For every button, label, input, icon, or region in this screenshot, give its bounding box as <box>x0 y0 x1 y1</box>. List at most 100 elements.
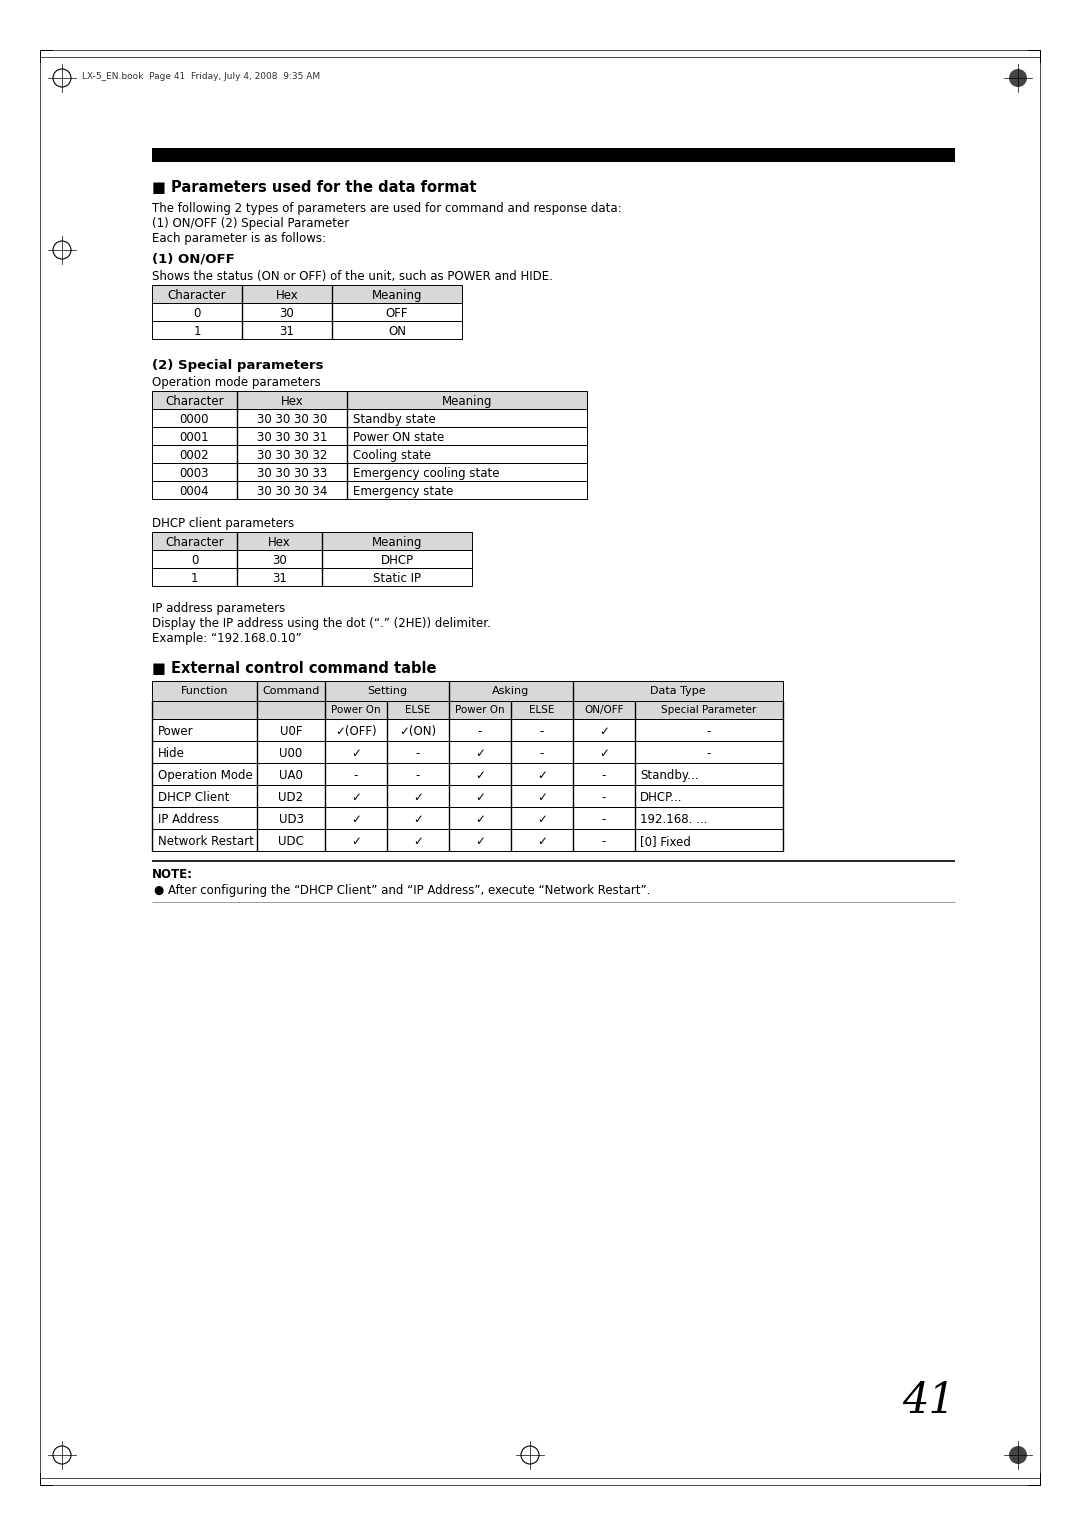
Text: 0000: 0000 <box>179 413 210 426</box>
Text: ✓: ✓ <box>537 769 546 782</box>
Text: Character: Character <box>167 289 227 303</box>
Text: ✓: ✓ <box>475 792 485 804</box>
Text: Power On: Power On <box>332 704 381 715</box>
Text: Emergency state: Emergency state <box>353 484 454 498</box>
Bar <box>152 830 783 851</box>
Text: ■ External control command table: ■ External control command table <box>152 662 436 675</box>
Text: UA0: UA0 <box>279 769 302 782</box>
Text: Power On: Power On <box>455 704 504 715</box>
Bar <box>152 321 462 339</box>
Text: 30 30 30 32: 30 30 30 32 <box>257 449 327 461</box>
Text: Hex: Hex <box>281 396 303 408</box>
Text: Meaning: Meaning <box>442 396 492 408</box>
Text: 0: 0 <box>191 555 199 567</box>
Bar <box>152 532 472 550</box>
Bar <box>152 481 588 500</box>
Text: ✓: ✓ <box>537 834 546 848</box>
Text: DHCP client parameters: DHCP client parameters <box>152 516 294 530</box>
Text: IP address parameters: IP address parameters <box>152 602 285 614</box>
Text: ON: ON <box>388 325 406 338</box>
Bar <box>152 303 462 321</box>
Circle shape <box>1009 1445 1027 1464</box>
Text: Function: Function <box>180 686 228 695</box>
Text: Standby state: Standby state <box>353 413 435 426</box>
Text: -: - <box>540 747 544 759</box>
Text: ✓: ✓ <box>475 813 485 827</box>
Text: Character: Character <box>165 536 224 549</box>
Text: -: - <box>706 747 712 759</box>
Text: ✓: ✓ <box>475 834 485 848</box>
Bar <box>152 426 588 445</box>
Bar <box>152 681 783 701</box>
Text: ✓(ON): ✓(ON) <box>400 724 436 738</box>
Text: UD2: UD2 <box>279 792 303 804</box>
Text: ✓: ✓ <box>351 792 361 804</box>
Text: 31: 31 <box>272 571 287 585</box>
Text: 30 30 30 33: 30 30 30 33 <box>257 468 327 480</box>
Text: 192.168. ...: 192.168. ... <box>640 813 707 827</box>
Text: ✓: ✓ <box>475 747 485 759</box>
Text: -: - <box>477 724 482 738</box>
Text: Power: Power <box>158 724 193 738</box>
Text: 1: 1 <box>193 325 201 338</box>
Bar <box>152 807 783 830</box>
Text: Static IP: Static IP <box>373 571 421 585</box>
Text: -: - <box>354 769 359 782</box>
Text: LX-5_EN.book  Page 41  Friday, July 4, 2008  9:35 AM: LX-5_EN.book Page 41 Friday, July 4, 200… <box>82 72 320 81</box>
Text: 30 30 30 34: 30 30 30 34 <box>257 484 327 498</box>
Text: (1) ON/OFF (2) Special Parameter: (1) ON/OFF (2) Special Parameter <box>152 217 349 231</box>
Text: -: - <box>602 813 606 827</box>
Text: (2) Special parameters: (2) Special parameters <box>152 359 324 371</box>
Text: Operation Mode: Operation Mode <box>158 769 253 782</box>
Bar <box>152 391 588 410</box>
Text: ● After configuring the “DHCP Client” and “IP Address”, execute “Network Restart: ● After configuring the “DHCP Client” an… <box>154 885 650 897</box>
Text: ✓: ✓ <box>537 813 546 827</box>
Bar <box>152 410 588 426</box>
Bar <box>152 532 472 550</box>
Text: -: - <box>602 769 606 782</box>
Text: -: - <box>602 792 606 804</box>
Bar <box>152 391 588 410</box>
Bar <box>152 785 783 807</box>
Text: DHCP: DHCP <box>380 555 414 567</box>
Text: 0001: 0001 <box>179 431 210 445</box>
Text: Shows the status (ON or OFF) of the unit, such as POWER and HIDE.: Shows the status (ON or OFF) of the unit… <box>152 270 553 283</box>
Text: ■ Parameters used for the data format: ■ Parameters used for the data format <box>152 180 476 196</box>
Text: Meaning: Meaning <box>372 289 422 303</box>
Text: -: - <box>416 769 420 782</box>
Text: ✓: ✓ <box>413 813 423 827</box>
Bar <box>152 681 783 701</box>
Text: DHCP...: DHCP... <box>640 792 683 804</box>
Text: -: - <box>540 724 544 738</box>
Text: UDC: UDC <box>278 834 303 848</box>
Text: ✓: ✓ <box>537 792 546 804</box>
Text: ✓: ✓ <box>351 747 361 759</box>
Bar <box>152 550 472 568</box>
Bar <box>152 741 783 762</box>
Text: ✓: ✓ <box>413 834 423 848</box>
Text: ELSE: ELSE <box>529 704 555 715</box>
Text: -: - <box>602 834 606 848</box>
Bar <box>152 286 462 303</box>
Text: Data Type: Data Type <box>650 686 706 695</box>
Text: ✓: ✓ <box>351 813 361 827</box>
Text: UD3: UD3 <box>279 813 303 827</box>
Text: Display the IP address using the dot (“.” (2HE)) delimiter.: Display the IP address using the dot (“.… <box>152 617 491 630</box>
Text: ✓(OFF): ✓(OFF) <box>335 724 377 738</box>
Text: ON/OFF: ON/OFF <box>584 704 624 715</box>
Text: DHCP Client: DHCP Client <box>158 792 229 804</box>
Bar <box>152 762 783 785</box>
Bar <box>152 445 588 463</box>
Text: Command: Command <box>262 686 320 695</box>
Bar <box>152 701 783 720</box>
Text: Network Restart: Network Restart <box>158 834 254 848</box>
Text: Hex: Hex <box>275 289 298 303</box>
Circle shape <box>1009 69 1027 87</box>
Text: 41: 41 <box>902 1380 955 1423</box>
Text: Example: “192.168.0.10”: Example: “192.168.0.10” <box>152 633 301 645</box>
Text: Cooling state: Cooling state <box>353 449 431 461</box>
Text: 30: 30 <box>272 555 287 567</box>
Text: Operation mode parameters: Operation mode parameters <box>152 376 321 390</box>
Text: ✓: ✓ <box>475 769 485 782</box>
Text: ✓: ✓ <box>413 792 423 804</box>
